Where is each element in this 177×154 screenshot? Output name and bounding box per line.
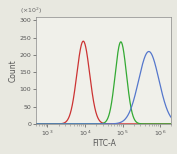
X-axis label: FITC-A: FITC-A <box>92 139 116 148</box>
Y-axis label: Count: Count <box>9 59 18 82</box>
Text: ($\times$10$^2$): ($\times$10$^2$) <box>20 6 42 16</box>
